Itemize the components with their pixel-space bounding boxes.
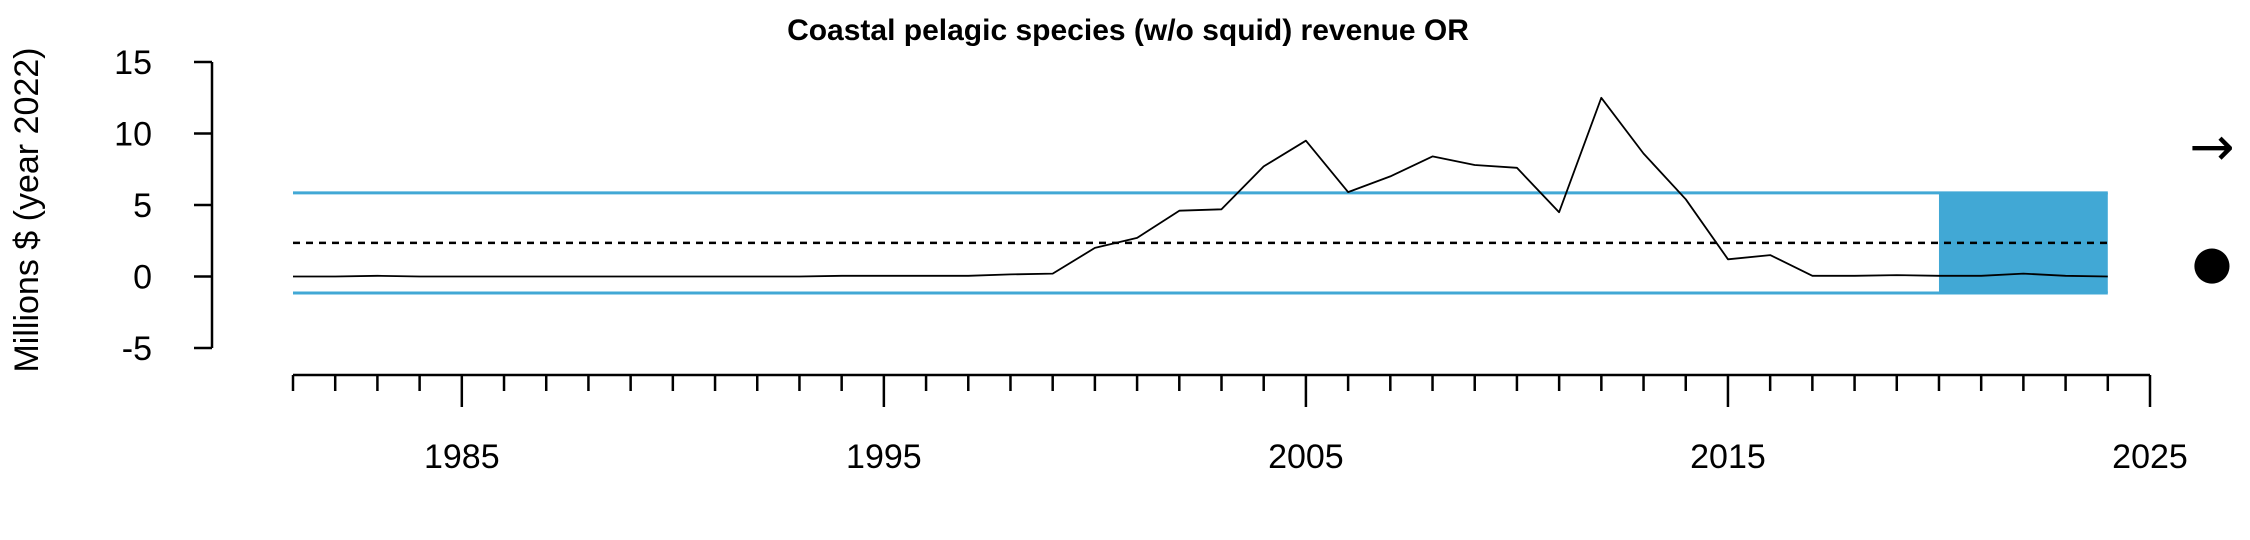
x-tick-label: 2015 <box>1690 438 1766 476</box>
x-tick-label: 1985 <box>424 438 500 476</box>
trend-arrow-icon: → <box>2189 115 2234 178</box>
y-tick-label: 15 <box>114 44 152 82</box>
x-axis: 1985 1995 2005 2015 2025 <box>291 373 2188 476</box>
x-tick-label: 1995 <box>846 438 922 476</box>
x-tick-label: 2025 <box>2112 438 2188 476</box>
y-tick-label: 5 <box>133 187 152 225</box>
y-tick-label: 10 <box>114 116 152 154</box>
status-dot-icon: ● <box>2192 235 2232 289</box>
y-axis: -5 0 5 10 15 <box>114 44 214 368</box>
y-tick-label: 0 <box>133 259 152 297</box>
series-line <box>293 96 2108 278</box>
chart-title: Coastal pelagic species (w/o squid) reve… <box>787 14 1469 47</box>
band-layer <box>293 191 2108 295</box>
y-tick-label: -5 <box>122 330 152 368</box>
y-axis-label: Millions $ (year 2022) <box>8 47 46 372</box>
series-layer <box>293 96 2108 278</box>
x-tick-label: 2005 <box>1268 438 1344 476</box>
